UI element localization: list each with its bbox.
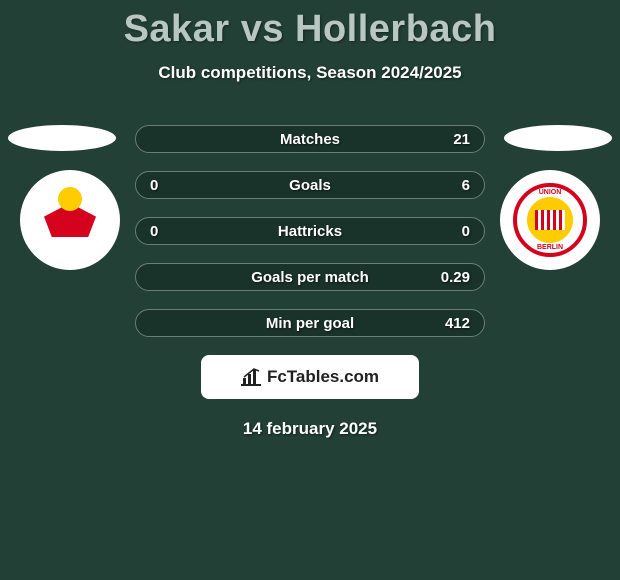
- season-subtitle: Club competitions, Season 2024/2025: [0, 63, 620, 83]
- stat-row: 0 Hattricks 0: [135, 217, 485, 245]
- stat-label: Min per goal: [266, 315, 354, 332]
- stat-right-value: 21: [453, 131, 470, 148]
- stat-right-value: 6: [462, 177, 470, 194]
- player1-name: Sakar: [124, 8, 230, 50]
- stat-label: Goals per match: [251, 269, 369, 286]
- brand-text: FcTables.com: [267, 367, 379, 387]
- chart-icon: [241, 368, 261, 386]
- brand-logo: FcTables.com: [201, 355, 419, 399]
- stat-row: 0 Goals 6: [135, 171, 485, 199]
- comparison-date: 14 february 2025: [0, 419, 620, 439]
- stat-right-value: 412: [445, 315, 470, 332]
- stat-left-value: 0: [150, 223, 158, 240]
- player2-name: Hollerbach: [295, 8, 496, 50]
- stat-label: Hattricks: [278, 223, 342, 240]
- stat-right-value: 0: [462, 223, 470, 240]
- stat-row: Matches 21: [135, 125, 485, 153]
- stat-left-value: 0: [150, 177, 158, 194]
- stat-right-value: 0.29: [441, 269, 470, 286]
- stat-label: Matches: [280, 131, 340, 148]
- stat-label: Goals: [289, 177, 331, 194]
- stat-row: Min per goal 412: [135, 309, 485, 337]
- stat-row: Goals per match 0.29: [135, 263, 485, 291]
- comparison-title: Sakar vs Hollerbach: [0, 0, 620, 51]
- vs-separator: vs: [241, 8, 284, 50]
- stats-container: Matches 21 0 Goals 6 0 Hattricks 0 Goals per mat…: [0, 125, 620, 337]
